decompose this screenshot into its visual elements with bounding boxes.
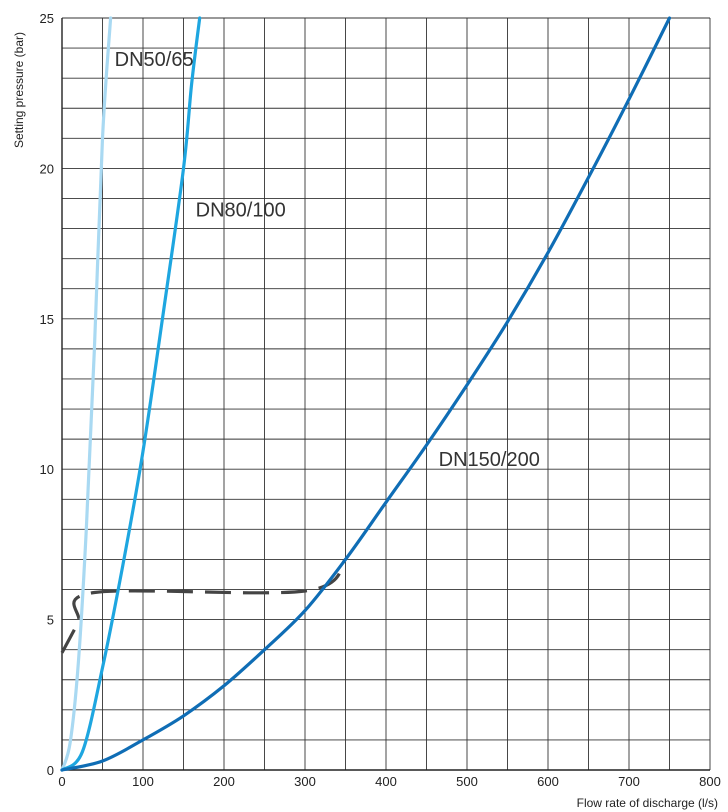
x-axis-title: Flow rate of discharge (l/s) xyxy=(577,796,718,810)
series-line-dn80-100 xyxy=(60,16,202,772)
y-tick-label: 15 xyxy=(40,312,54,327)
x-tick-label: 300 xyxy=(294,774,316,789)
x-tick-label: 800 xyxy=(699,774,721,789)
curve-label-dn50-65: DN50/65 xyxy=(115,49,194,71)
y-tick-label: 10 xyxy=(40,462,54,477)
y-tick-label: 5 xyxy=(47,613,54,628)
reference-line-group xyxy=(60,558,347,654)
series-labels: DN50/65 DN80/100 DN150/200 xyxy=(115,49,540,471)
setting-pressure-reference-line xyxy=(60,558,347,654)
x-tick-label: 100 xyxy=(132,774,154,789)
curve-label-dn80-100: DN80/100 xyxy=(196,200,286,222)
curve-label-dn150-200: DN150/200 xyxy=(439,449,540,471)
y-axis-title: Setting pressure (bar) xyxy=(12,32,26,148)
y-tick-label: 0 xyxy=(47,763,54,778)
x-tick-label: 0 xyxy=(58,774,65,789)
x-tick-label: 500 xyxy=(456,774,478,789)
x-tick-label: 600 xyxy=(537,774,559,789)
series-group xyxy=(60,16,672,772)
chart-grid xyxy=(61,17,711,771)
y-tick-label: 25 xyxy=(40,11,54,26)
series-line-dn50-65 xyxy=(60,16,113,772)
chart-axes xyxy=(61,18,710,771)
x-tick-label: 200 xyxy=(213,774,235,789)
x-tick-label: 400 xyxy=(375,774,397,789)
y-tick-label: 20 xyxy=(40,161,54,176)
x-tick-label: 700 xyxy=(618,774,640,789)
tick-labels: 0 100 200 300 400 500 600 700 800 0 5 10 15 20 25 xyxy=(40,11,721,789)
series-line-dn150-200 xyxy=(60,16,672,772)
